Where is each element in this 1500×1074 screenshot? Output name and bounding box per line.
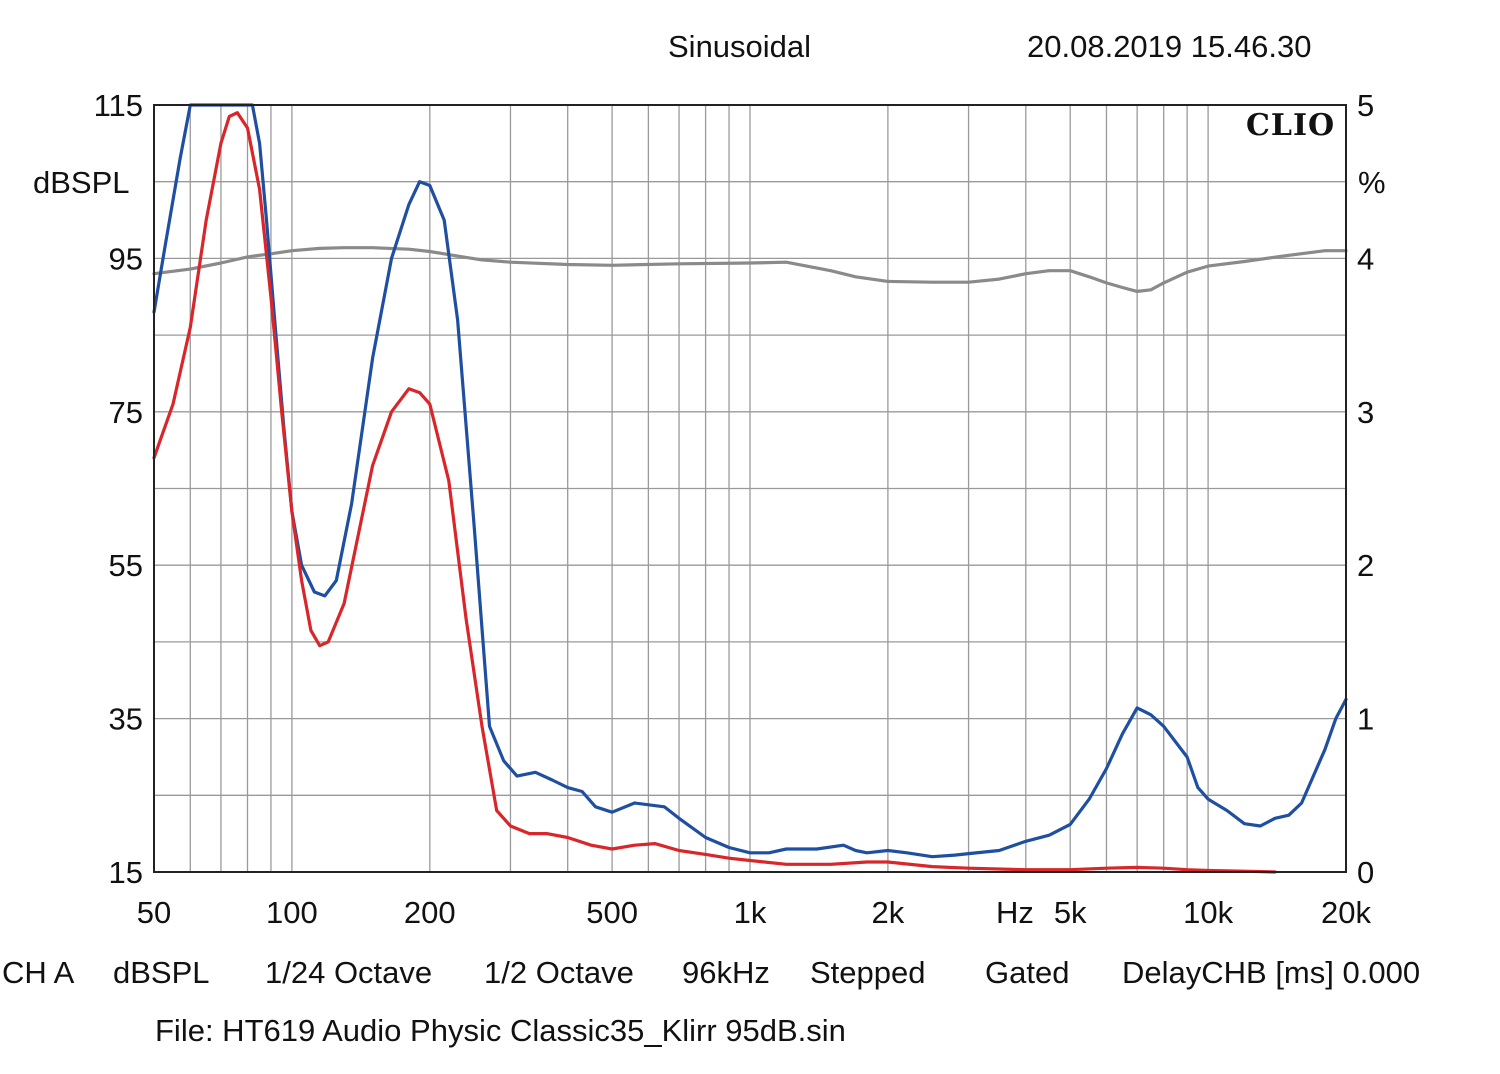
y-right-tick-label: 5 <box>1357 88 1374 123</box>
y-right-tick-label: 1 <box>1357 702 1374 737</box>
x-tick-label: 20k <box>1321 895 1371 930</box>
footer-unit: dBSPL <box>113 955 210 990</box>
y-right-tick-label: 0 <box>1357 855 1374 890</box>
left-axis-unit: dBSPL <box>33 165 130 200</box>
y-left-tick-label: 55 <box>109 548 143 583</box>
y-right-tick-label: 2 <box>1357 548 1374 583</box>
right-axis-unit: % <box>1358 165 1386 200</box>
footer-smoothing: 1/24 Octave <box>265 955 433 990</box>
footer-channel: CH A <box>2 955 75 990</box>
brand-logo: CLIO <box>1246 108 1336 143</box>
x-tick-label: 100 <box>266 895 318 930</box>
footer-sweep: Stepped <box>810 955 926 990</box>
footer-resolution: 1/2 Octave <box>484 955 634 990</box>
plot-frame <box>153 104 1347 873</box>
y-right-tick-label: 3 <box>1357 395 1374 430</box>
x-tick-label: 50 <box>137 895 171 930</box>
series-line-2 <box>152 103 1348 859</box>
x-tick-label: 5k <box>1054 895 1087 930</box>
chart-header-timestamp: 20.08.2019 15.46.30 <box>1027 29 1312 64</box>
x-tick-label: 500 <box>586 895 638 930</box>
x-tick-label: 200 <box>404 895 456 930</box>
series-line-3 <box>152 111 1277 874</box>
x-axis-unit: Hz <box>996 895 1034 930</box>
y-right-tick-label: 4 <box>1357 241 1374 276</box>
y-left-tick-label: 115 <box>94 88 143 123</box>
footer-window: Gated <box>985 955 1070 990</box>
y-left-tick-label: 35 <box>109 702 143 737</box>
footer-delay: DelayCHB [ms] 0.000 <box>1122 955 1421 990</box>
chart-tick-labels: 50 100 200 500 1k 2k 5k 10k 20k 115 95 75 55 35 15 5 4 3 2… <box>94 88 1375 930</box>
footer-sample-rate: 96kHz <box>682 955 770 990</box>
series-line-1 <box>152 246 1348 293</box>
chart-series <box>152 103 1348 874</box>
footer-file: File: HT619 Audio Physic Classic35_Klirr… <box>155 1013 846 1048</box>
x-tick-label: 1k <box>734 895 767 930</box>
x-tick-label: 10k <box>1183 895 1233 930</box>
chart-grid <box>154 105 1346 872</box>
chart-header-mode: Sinusoidal <box>668 29 812 64</box>
y-left-tick-label: 15 <box>109 855 143 890</box>
y-left-tick-label: 95 <box>109 241 143 276</box>
x-tick-label: 2k <box>872 895 905 930</box>
y-left-tick-label: 75 <box>109 395 143 430</box>
